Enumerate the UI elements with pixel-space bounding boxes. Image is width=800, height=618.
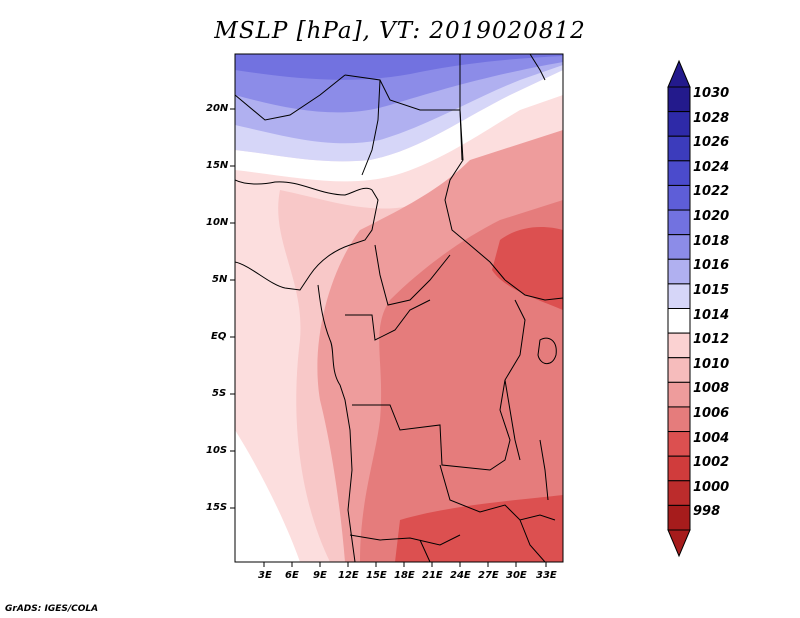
- west-african-coast: [235, 179, 379, 291]
- lon-label-15e: 15E: [366, 570, 387, 581]
- lat-label-20n: 20N: [206, 103, 229, 114]
- colorbar-label-1024: 1024: [693, 159, 730, 175]
- colorbar-label-1015: 1015: [693, 282, 730, 298]
- colorbar: [667, 59, 691, 558]
- colorbar-box-1012: [667, 332, 691, 359]
- colorbar-top-arrow: [667, 59, 691, 88]
- field-low-east: [492, 227, 563, 310]
- lon-label-24e: 24E: [450, 570, 471, 581]
- sahara-border-a: [235, 74, 346, 121]
- field-south-atlantic-high: [235, 430, 300, 562]
- lon-label-27e: 27E: [478, 570, 499, 581]
- sahara-border-b: [344, 74, 460, 111]
- colorbar-box-1010: [667, 357, 691, 383]
- drc-border: [352, 299, 526, 471]
- colorbar-box-1024: [667, 160, 691, 186]
- colorbar-box-1006: [667, 406, 691, 433]
- colorbar-label-1010: 1010: [693, 356, 730, 372]
- lake-victoria: [537, 337, 557, 365]
- colorbar-label-1004: 1004: [693, 430, 730, 446]
- colorbar-box-1015: [667, 283, 691, 309]
- colorbar-box-1002: [667, 455, 691, 482]
- tick-marks: [230, 108, 547, 567]
- lon-label-9e: 9E: [313, 570, 327, 581]
- colorbar-label-1018: 1018: [693, 233, 730, 249]
- coastlines-and-borders: [235, 54, 563, 562]
- mozambique-border: [519, 519, 546, 562]
- colorbar-box-1028: [667, 111, 691, 137]
- colorbar-box-1020: [667, 209, 691, 236]
- colorbar-bottom-arrow: [667, 529, 691, 558]
- colorbar-box-1014: [667, 308, 691, 334]
- colorbar-box-1000: [667, 480, 691, 506]
- map-frame: [234, 53, 564, 563]
- colorbar-label-1006: 1006: [693, 405, 730, 421]
- colorbar-box-1026: [667, 135, 691, 162]
- colorbar-label-1020: 1020: [693, 209, 730, 225]
- lon-label-30e: 30E: [506, 570, 527, 581]
- field-1014-ridge: [235, 70, 563, 182]
- colorbar-box-998: [667, 504, 691, 531]
- lat-label-5s: 5S: [212, 388, 227, 399]
- lat-label-10s: 10S: [206, 445, 228, 456]
- colorbar-box-1030: [667, 86, 691, 113]
- lake-tanganyika: [504, 379, 521, 461]
- lake-malawi: [539, 439, 549, 501]
- lon-label-21e: 21E: [422, 570, 443, 581]
- car-border: [374, 244, 451, 306]
- lon-label-33e: 33E: [536, 570, 557, 581]
- colorbar-box-1004: [667, 431, 691, 457]
- lon-label-6e: 6E: [285, 570, 299, 581]
- colorbar-box-1022: [667, 184, 691, 211]
- colorbar-label-1030: 1030: [693, 86, 730, 101]
- pressure-field: [235, 54, 563, 562]
- lon-label-18e: 18E: [394, 570, 415, 581]
- colorbar-label-998: 998: [693, 504, 721, 520]
- lat-label-10n: 10N: [206, 217, 229, 228]
- colorbar-label-1012: 1012: [693, 332, 730, 348]
- east-border: [504, 279, 563, 301]
- red-sea-coast: [529, 54, 546, 81]
- field-1008-band: [360, 200, 563, 562]
- field-low-south: [395, 495, 563, 562]
- grads-credit: GrADS: IGES/COLA: [5, 604, 99, 614]
- lat-label-15s: 15S: [206, 502, 228, 513]
- lat-label-5n: 5N: [212, 274, 228, 285]
- colorbar-box-1016: [667, 258, 691, 285]
- field-1020-band: [235, 54, 563, 80]
- sahara-border-c: [361, 79, 381, 176]
- colorbar-label-1022: 1022: [693, 184, 730, 200]
- lon-label-3e: 3E: [258, 570, 272, 581]
- colorbar-label-1028: 1028: [693, 110, 730, 126]
- colorbar-box-1018: [667, 234, 691, 260]
- lat-label-15n: 15N: [206, 160, 229, 171]
- lat-label-eq: EQ: [211, 331, 227, 342]
- angola-south-border: [349, 534, 461, 546]
- chad-sudan-border: [444, 109, 506, 281]
- colorbar-label-1016: 1016: [693, 258, 730, 274]
- zambia-border: [439, 464, 556, 521]
- colorbar-box-1008: [667, 381, 691, 408]
- southern-border: [419, 539, 431, 562]
- colorbar-label-1014: 1014: [693, 307, 730, 323]
- colorbar-label-1026: 1026: [693, 135, 730, 151]
- colorbar-label-1000: 1000: [693, 479, 730, 495]
- lon-label-12e: 12E: [338, 570, 359, 581]
- colorbar-boxes: [667, 86, 691, 531]
- colorbar-label-1008: 1008: [693, 381, 730, 397]
- colorbar-label-1002: 1002: [693, 455, 730, 471]
- gulf-coast: [317, 284, 356, 562]
- map-title: MSLP [hPa], VT: 2019020812: [214, 18, 586, 44]
- congo-border: [345, 299, 431, 341]
